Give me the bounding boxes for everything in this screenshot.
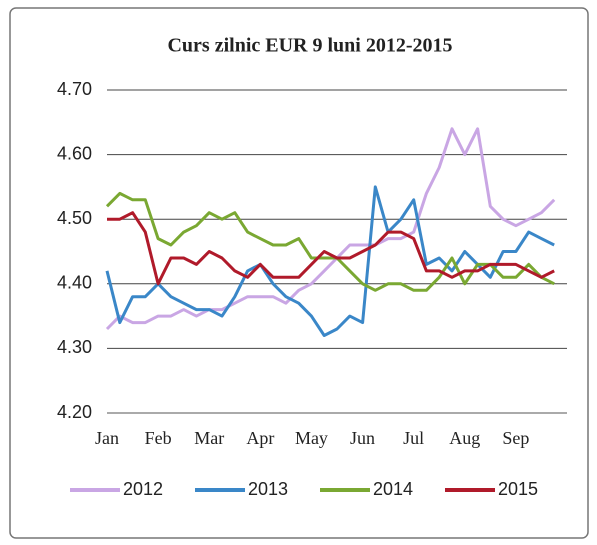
legend-label: 2013: [248, 479, 288, 499]
series-line: [107, 211, 555, 286]
legend-label: 2012: [123, 479, 163, 499]
y-tick-label: 4.30: [57, 337, 92, 357]
x-tick-label: Jul: [403, 428, 424, 448]
legend-label: 2014: [373, 479, 413, 499]
y-tick-label: 4.70: [57, 79, 92, 99]
legend-label: 2015: [498, 479, 538, 499]
x-tick-label: Mar: [194, 428, 224, 448]
x-tick-label: Feb: [145, 428, 172, 448]
y-tick-label: 4.60: [57, 143, 92, 163]
x-tick-label: Aug: [449, 428, 480, 448]
x-tick-label: Jan: [95, 428, 119, 448]
y-tick-label: 4.20: [57, 402, 92, 422]
chart-title: Curs zilnic EUR 9 luni 2012-2015: [167, 35, 452, 57]
x-tick-label: Jun: [350, 428, 375, 448]
series-line: [105, 191, 555, 292]
y-tick-label: 4.50: [57, 208, 92, 228]
frame: [9, 7, 589, 539]
y-tick-label: 4.40: [57, 273, 92, 293]
x-tick-label: Sep: [502, 428, 529, 448]
series-line: [105, 185, 555, 337]
series-line: [105, 127, 556, 331]
x-tick-label: Apr: [246, 428, 274, 448]
x-tick-label: May: [295, 428, 328, 448]
